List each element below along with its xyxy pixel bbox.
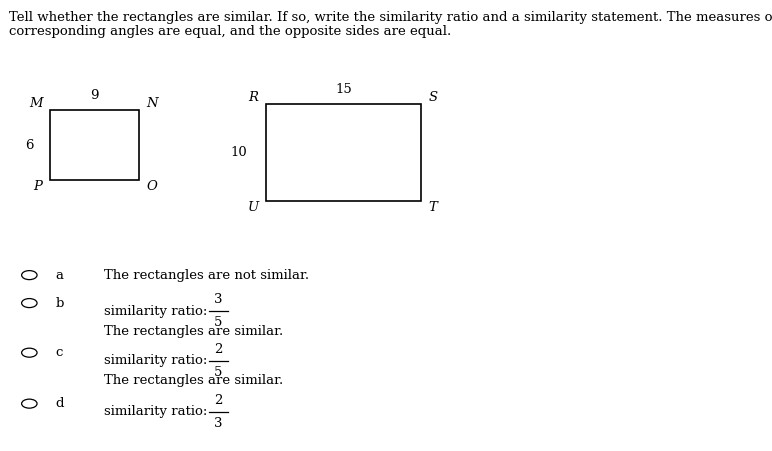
Text: R: R (249, 91, 259, 104)
Text: The rectangles are similar.: The rectangles are similar. (104, 374, 283, 387)
Text: The rectangles are similar.: The rectangles are similar. (104, 325, 283, 337)
Text: similarity ratio:: similarity ratio: (104, 305, 212, 318)
Text: 9: 9 (90, 89, 99, 102)
Text: N: N (147, 97, 158, 110)
Bar (266, 104, 421, 201)
Text: Tell whether the rectangles are similar. If so, write the similarity ratio and a: Tell whether the rectangles are similar.… (9, 11, 772, 24)
Text: M: M (29, 97, 42, 110)
Text: d: d (56, 397, 64, 410)
Text: The rectangles are not similar.: The rectangles are not similar. (104, 269, 310, 281)
Text: 3: 3 (214, 417, 223, 430)
Text: 3: 3 (214, 293, 223, 306)
Text: 6: 6 (25, 139, 33, 152)
Text: P: P (34, 180, 42, 193)
Text: 5: 5 (215, 366, 222, 379)
Bar (50, 110, 139, 180)
Text: S: S (428, 91, 438, 104)
Text: b: b (56, 297, 64, 309)
Text: corresponding angles are equal, and the opposite sides are equal.: corresponding angles are equal, and the … (9, 25, 452, 38)
Text: 15: 15 (335, 83, 352, 96)
Text: T: T (428, 201, 437, 214)
Text: U: U (248, 201, 259, 214)
Text: 10: 10 (230, 146, 247, 159)
Text: a: a (56, 269, 63, 281)
Text: c: c (56, 346, 63, 359)
Text: 5: 5 (215, 317, 222, 329)
Text: O: O (147, 180, 157, 193)
Text: 2: 2 (215, 394, 222, 406)
Text: similarity ratio:: similarity ratio: (104, 405, 212, 418)
Text: 2: 2 (215, 343, 222, 355)
Text: similarity ratio:: similarity ratio: (104, 354, 212, 367)
